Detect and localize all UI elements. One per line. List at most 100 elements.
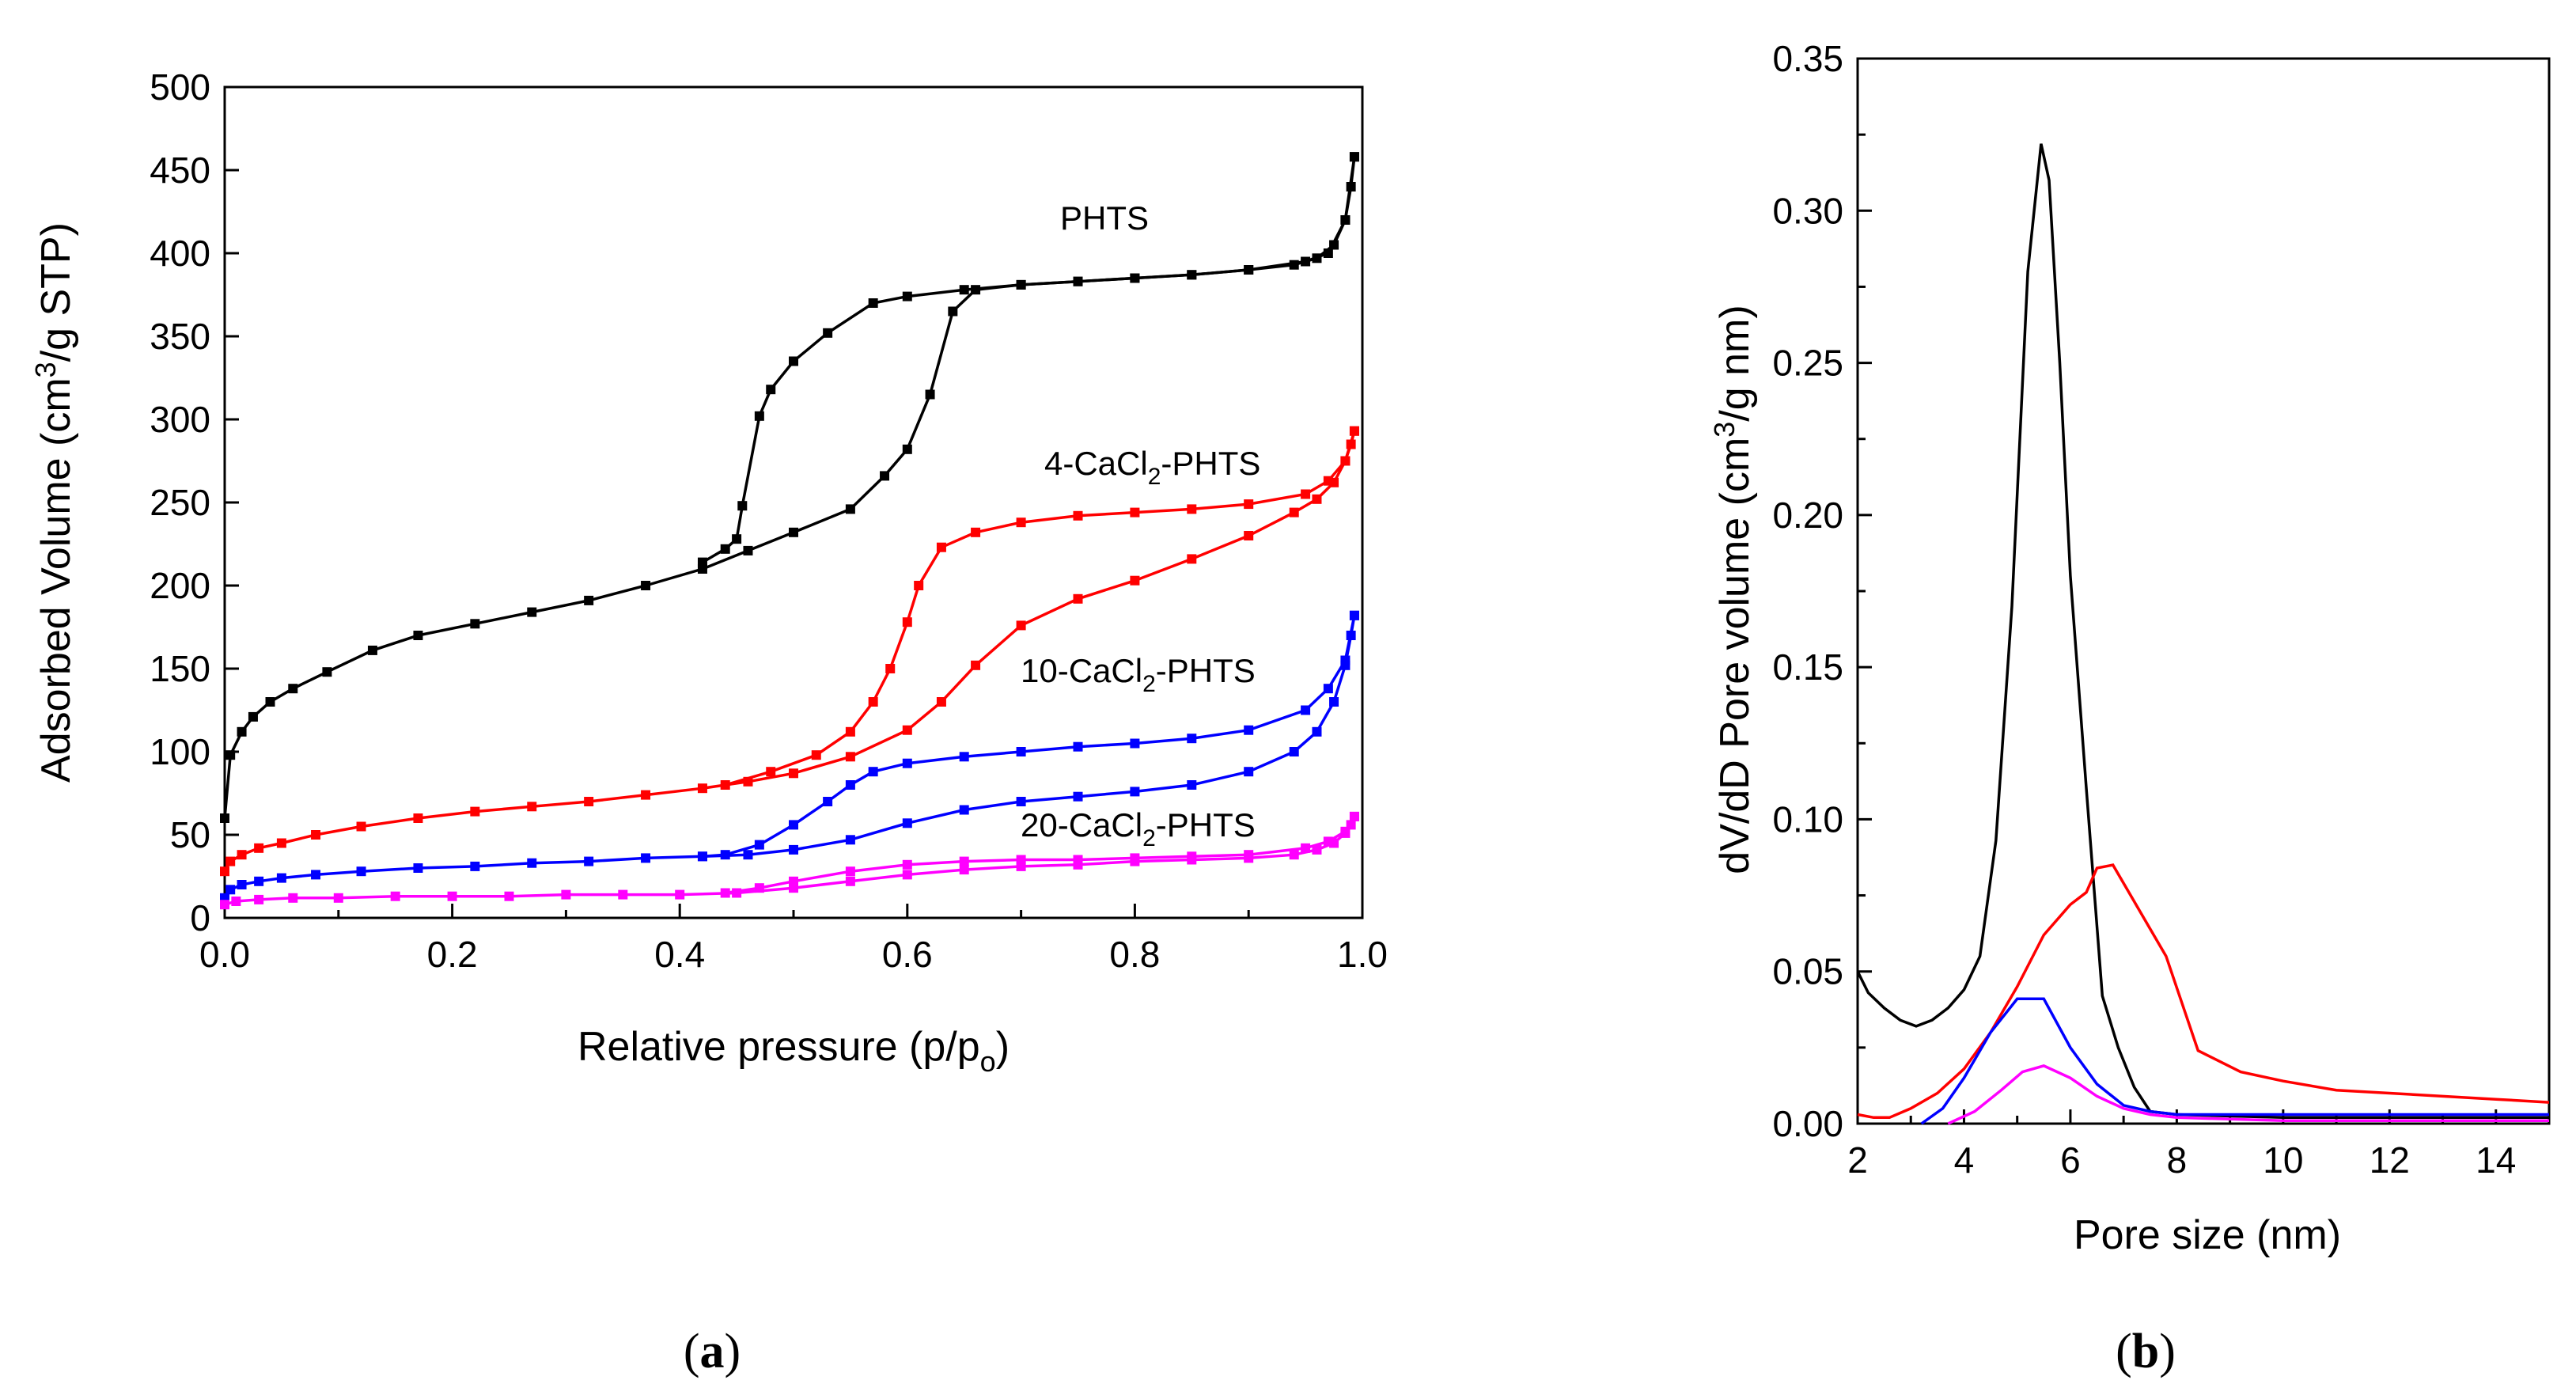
series-phts-adsorption-point [641, 581, 651, 590]
series-phts-desorption-point [1130, 273, 1140, 283]
series-label-4-cacl2-phts: 4-CaCl2-PHTS [1044, 445, 1260, 490]
series-4-cacl2-phts-desorption-point [1016, 518, 1026, 528]
panel-a-x-tick-label: 0.6 [882, 934, 933, 975]
series-phts-adsorption-point [413, 631, 423, 640]
series-10-cacl2-phts-adsorption-point [1329, 697, 1339, 707]
panel-a-series [220, 152, 1359, 910]
series-4-cacl2-phts-desorption-point [811, 750, 821, 760]
series-10-cacl2-phts-adsorption-point [641, 853, 651, 863]
series-10-cacl2-phts-adsorption-point [959, 805, 969, 815]
panel-a-y-tick-label: 300 [150, 399, 210, 440]
panel-b-series [1856, 143, 2550, 1125]
series-4-cacl2-phts-desorption-point [1323, 476, 1333, 486]
series-20-cacl2-phts-desorption-point [1073, 855, 1083, 865]
panel-a-y-tick-label: 450 [150, 150, 210, 191]
series-label-phts: PHTS [1060, 199, 1149, 237]
series-10-cacl2-phts-desorption-point [823, 797, 833, 806]
series-20-cacl2-phts-desorption-point [1349, 811, 1359, 821]
series-20-cacl2-phts-desorption-point [1130, 853, 1140, 863]
series-4-cacl2-phts-adsorption-point [1130, 575, 1140, 586]
series-phts-adsorption-line [223, 157, 1356, 819]
panel-b-y-tick-label: 0.20 [1772, 495, 1843, 536]
series-phts-adsorption-point [288, 684, 298, 694]
series-4-cacl2-phts-desorption-point [914, 581, 924, 590]
series-phts-adsorption-point [220, 813, 229, 823]
series-label-20-cacl2-phts: 20-CaCl2-PHTS [1021, 806, 1256, 851]
series-20-cacl2-phts-adsorption-point [561, 889, 571, 900]
series-4-cacl2-phts-desorption-point [936, 542, 946, 552]
series-20-cacl2-phts-desorption-point [1323, 836, 1333, 847]
series-20-cacl2-phts-adsorption-point [333, 893, 343, 903]
panel-b-x-tick-label: 10 [2263, 1139, 2303, 1181]
series-4-cacl2-phts-curve-line [1857, 863, 2550, 1120]
panel-b-x-tick-label: 2 [1847, 1139, 1868, 1181]
series-4-cacl2-phts-adsorption-point [936, 697, 946, 707]
panel-a-y-axis-title: Adsorbed Volume (cm3/g STP) [29, 222, 79, 783]
series-20-cacl2-phts-desorption-point [845, 866, 855, 877]
series-4-cacl2-phts-adsorption-point [1312, 494, 1322, 504]
series-4-cacl2-phts-adsorption-point [470, 806, 480, 817]
panel-a-ticks: 0.0 0.2 0.4 0.6 0.8 1.0 0 50 100 150 200 250 300 350 4… [150, 66, 1388, 975]
series-phts-desorption-point [902, 291, 912, 301]
series-10-cacl2-phts-adsorption-point [276, 873, 286, 883]
panel-b-y-tick-label: 0.05 [1772, 951, 1843, 992]
panel-a-x-tick-label: 0.2 [427, 934, 478, 975]
series-4-cacl2-phts-adsorption-point [527, 802, 537, 812]
series-10-cacl2-phts-adsorption-point [311, 870, 321, 880]
panel-b-x-axis-title: Pore size (nm) [2074, 1212, 2341, 1258]
series-10-cacl2-phts-adsorption-point [1130, 787, 1140, 797]
series-10-cacl2-phts-adsorption-point [1244, 767, 1254, 777]
series-phts-desorption-point [720, 544, 730, 554]
panel-b-plot-frame [1856, 57, 2551, 1125]
panel-a-y-tick-label: 0 [190, 897, 210, 938]
series-10-cacl2-phts-curve-line [1920, 997, 2549, 1125]
series-phts-desorption-point [1244, 265, 1254, 275]
series-20-cacl2-phts-curve-line [1947, 1064, 2549, 1125]
series-20-cacl2-phts-desorption-point [1187, 851, 1197, 862]
series-10-cacl2-phts-desorption-point [902, 758, 912, 768]
series-10-cacl2-phts-desorption-point [845, 780, 855, 790]
series-phts-desorption-point [868, 298, 878, 308]
panel-a-x-tick-label: 0.0 [199, 934, 250, 975]
series-4-cacl2-phts-adsorption-point [356, 821, 366, 832]
series-4-cacl2-phts-adsorption-point [1289, 507, 1299, 518]
panel-b-y-tick-label: 0.30 [1772, 190, 1843, 231]
panel-a-y-tick-label: 50 [170, 814, 210, 855]
series-phts-desorption-point [1073, 276, 1083, 286]
series-10-cacl2-phts-adsorption-point [413, 863, 423, 873]
series-10-cacl2-phts-desorption-point [754, 840, 764, 850]
series-4-cacl2-phts-adsorption-point [220, 866, 229, 877]
series-4-cacl2-phts-desorption-point [1130, 507, 1140, 518]
series-4-cacl2-phts-adsorption-point [276, 838, 286, 848]
series-4-cacl2-phts-adsorption-point [311, 830, 321, 840]
series-phts-adsorption-point [584, 595, 594, 605]
series-phts-desorption-point [754, 411, 764, 421]
series-phts-adsorption-point [265, 697, 275, 707]
series-4-cacl2-phts-adsorption-point [584, 797, 594, 806]
series-4-cacl2-phts-adsorption-point [845, 752, 855, 762]
series-10-cacl2-phts-desorption-point [697, 851, 707, 862]
series-20-cacl2-phts-adsorption-point [675, 889, 685, 900]
panel-b-y-tick-label: 0.10 [1772, 798, 1843, 840]
panel-a-y-tick-label: 250 [150, 482, 210, 523]
panel-a-adsorption-isotherm-chart: 0.0 0.2 0.4 0.6 0.8 1.0 0 50 100 150 200 250 300 350 4… [29, 66, 1388, 1378]
series-20-cacl2-phts-desorption-point [1016, 855, 1026, 865]
panel-a-x-tick-label: 0.8 [1109, 934, 1160, 975]
series-10-cacl2-phts-desorption-point [1349, 610, 1359, 620]
series-phts-desorption-point [737, 501, 748, 511]
series-20-cacl2-phts-adsorption-point [220, 900, 229, 910]
series-phts-adsorption-point [322, 667, 332, 677]
panel-a-x-tick-label: 1.0 [1337, 934, 1388, 975]
series-phts-adsorption-point [845, 504, 855, 514]
series-4-cacl2-phts-adsorption-point [1016, 620, 1026, 631]
series-4-cacl2-phts-adsorption-point [1073, 593, 1083, 604]
series-phts-desorption-point [823, 328, 833, 338]
series-4-cacl2-phts-adsorption-point [413, 813, 423, 823]
panel-b-x-tick-label: 6 [2060, 1139, 2081, 1181]
series-10-cacl2-phts-adsorption-point [845, 835, 855, 845]
series-phts-desorption-line [702, 156, 1356, 564]
series-10-cacl2-phts-adsorption-point [237, 880, 247, 889]
series-10-cacl2-phts-desorption-point [1301, 705, 1311, 715]
series-4-cacl2-phts-adsorption-point [789, 768, 798, 779]
series-10-cacl2-phts-desorption-point [1323, 684, 1333, 694]
